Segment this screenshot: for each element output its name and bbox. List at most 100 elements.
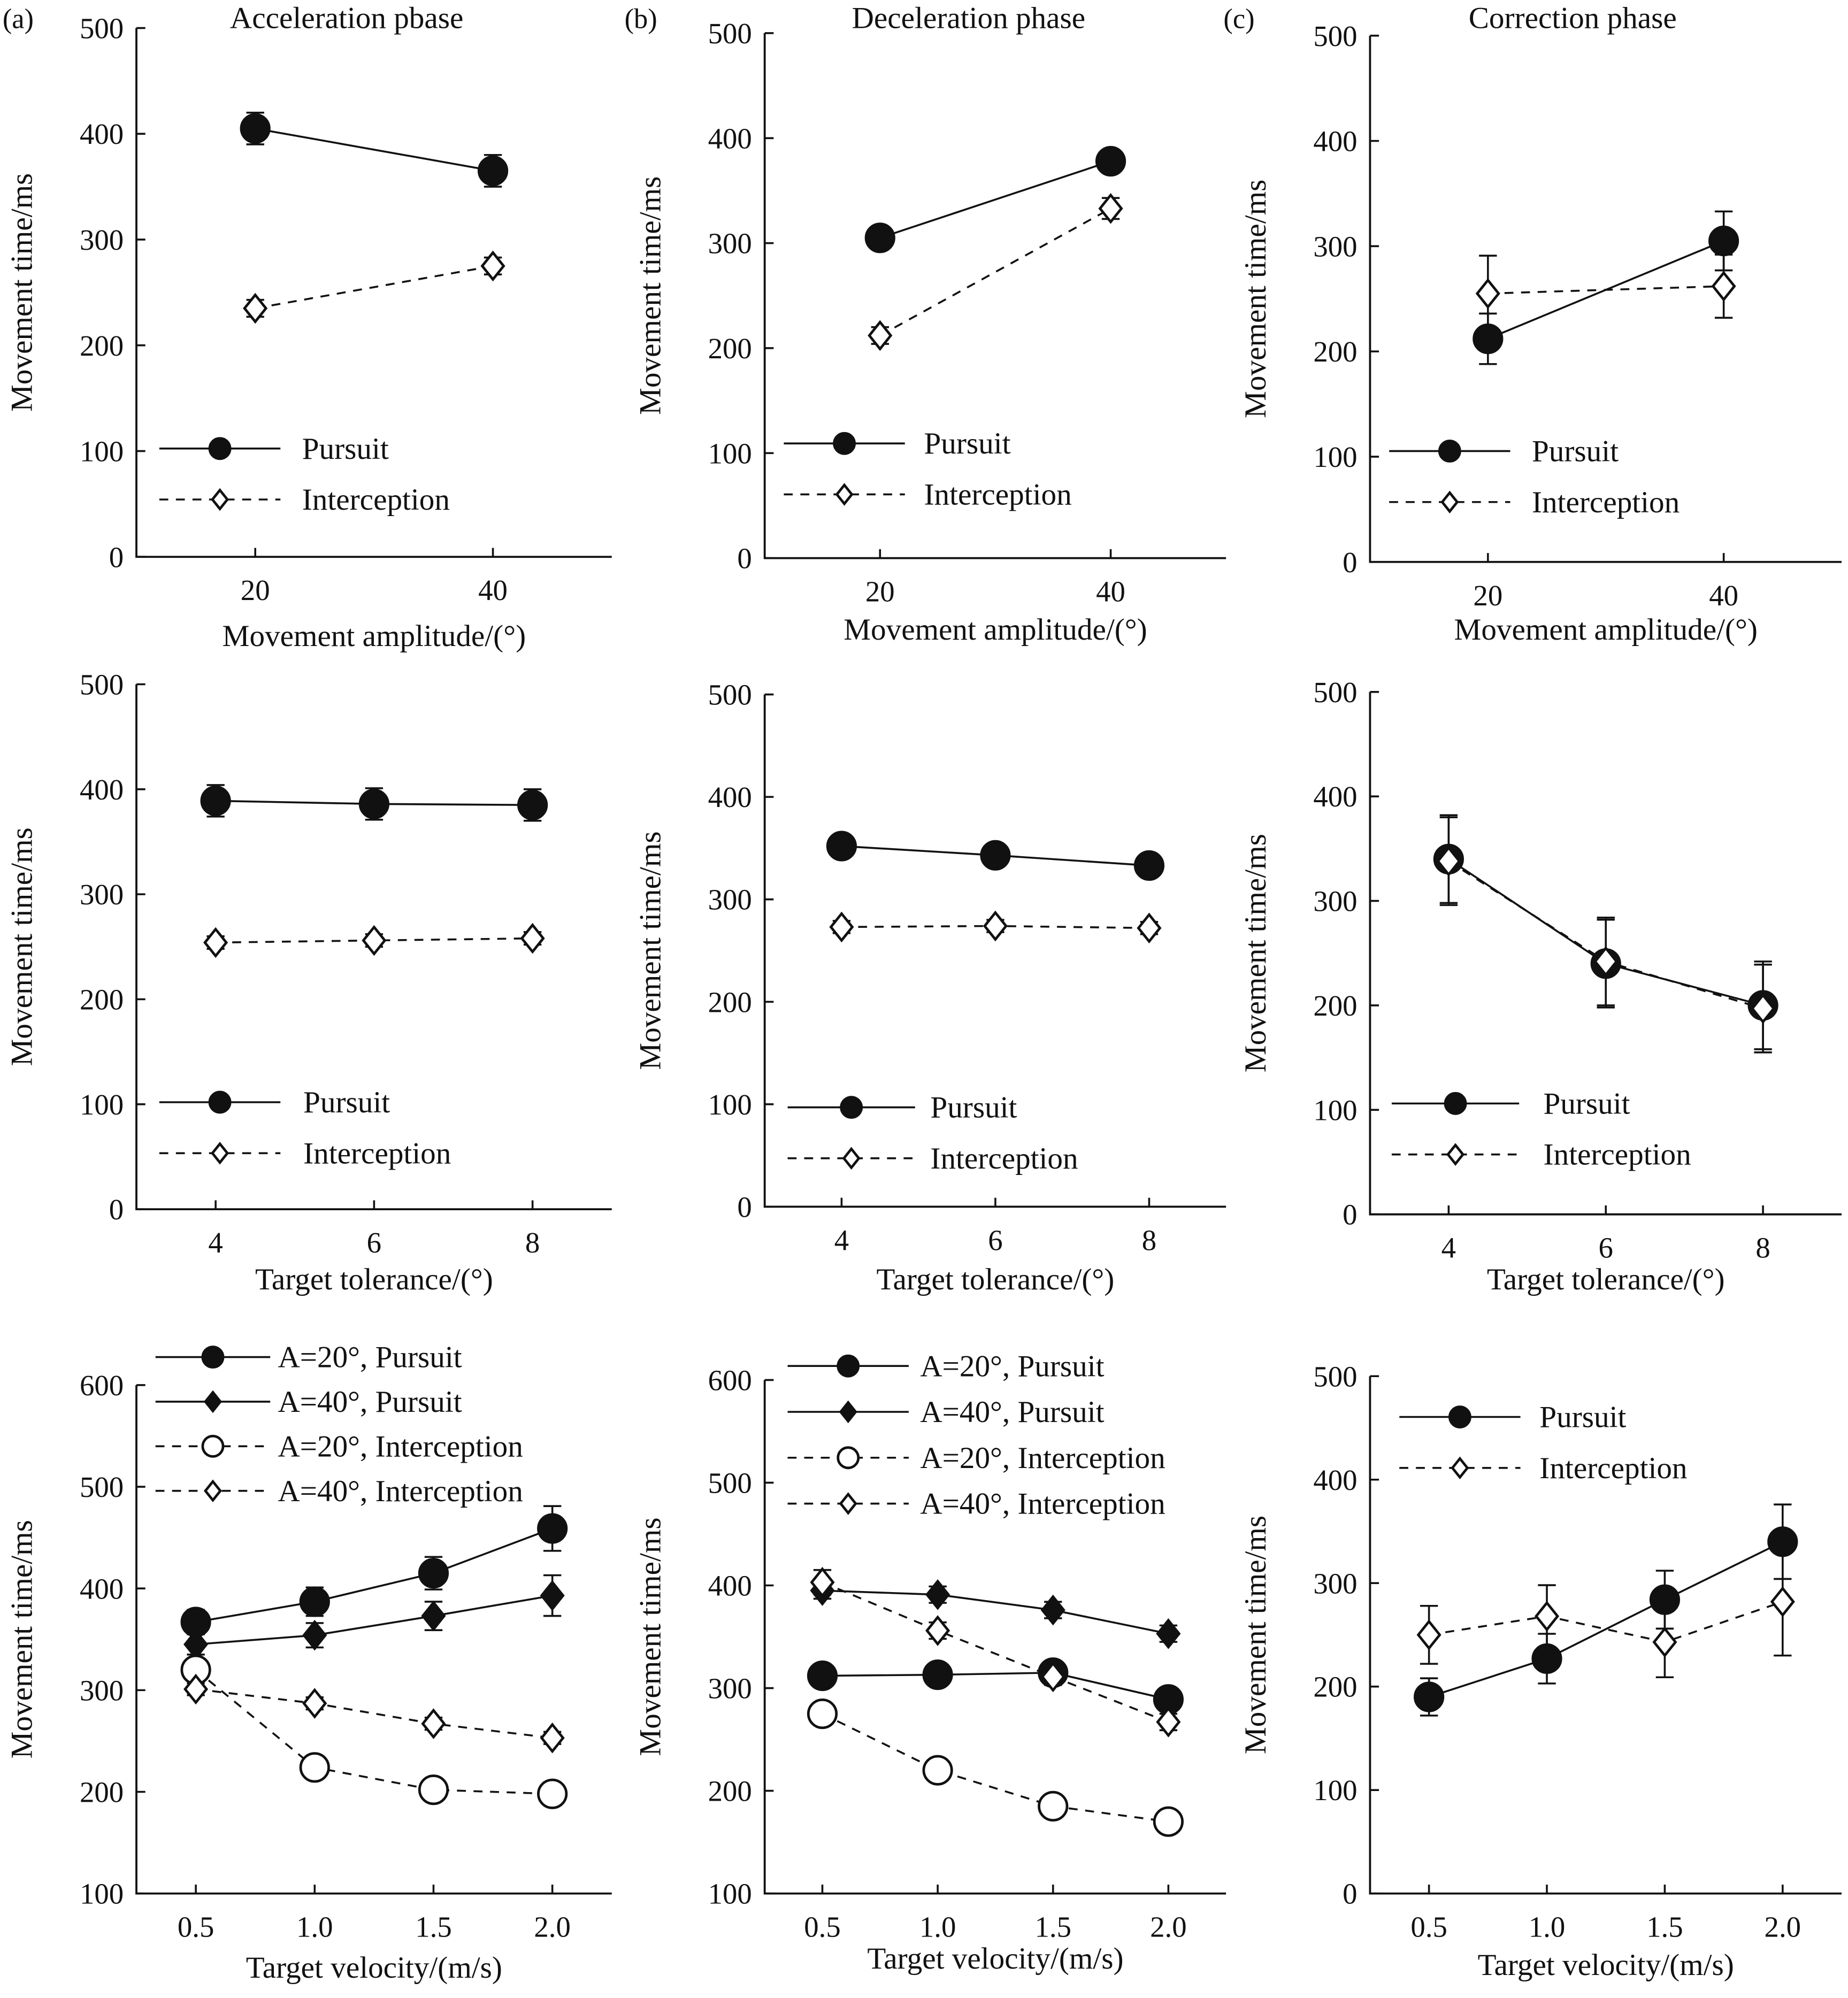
- x-tick-label: 0.5: [178, 1911, 214, 1943]
- y-tick-label: 600: [80, 1369, 124, 1402]
- filled-diamond-marker: [925, 1579, 950, 1610]
- x-tick-label: 1.0: [296, 1911, 333, 1943]
- panel-row3-a: 100 200 300 400 500 600 0.5 1.0 1.5 2.0 Target vel…: [5, 1341, 612, 1985]
- legend-entry: Pursuit: [787, 1091, 1017, 1125]
- y-axis-label: Movement time/ms: [1239, 834, 1272, 1072]
- open-diamond-marker: [1040, 1661, 1065, 1693]
- legend-label: Pursuit: [302, 432, 389, 466]
- open-diamond-marker: [243, 293, 268, 324]
- legend-entry: A=20°, Pursuit: [787, 1349, 1105, 1383]
- filled-diamond-marker: [302, 1619, 327, 1651]
- open-circle-marker: [299, 1752, 330, 1783]
- legend-label: Interception: [930, 1142, 1078, 1175]
- filled-circle-marker: [208, 1090, 232, 1114]
- x-tick-label: 6: [1599, 1232, 1613, 1264]
- open-diamond-marker: [1440, 490, 1459, 514]
- y-tick-label: 500: [1313, 1360, 1357, 1393]
- filled-circle-marker: [922, 1659, 953, 1690]
- y-axis-label: Movement time/ms: [633, 176, 667, 415]
- y-tick-label: 0: [109, 541, 124, 573]
- filled-circle-marker: [833, 432, 856, 455]
- filled-circle-marker: [1448, 1405, 1471, 1428]
- x-tick-label: 20: [241, 574, 270, 606]
- legend-entry: Interception: [787, 1142, 1078, 1175]
- legend-label: A=20°, Pursuit: [278, 1341, 462, 1374]
- x-tick-label: 2.0: [1150, 1911, 1187, 1943]
- legend-entry: Pursuit: [159, 1086, 390, 1119]
- filled-circle-marker: [1708, 225, 1739, 257]
- panel-row1-a: 0 100 200 300 400 500 20 40 Movement amplitude/(…: [5, 12, 612, 653]
- open-diamond-marker: [983, 910, 1008, 942]
- y-tick-label: 100: [708, 437, 752, 470]
- x-tick-label: 8: [1142, 1224, 1156, 1256]
- y-tick-label: 100: [708, 1088, 752, 1121]
- y-tick-label: 400: [1313, 125, 1357, 158]
- y-tick-label: 0: [737, 1190, 752, 1223]
- series-line: [1487, 285, 1724, 295]
- legend-label: Interception: [302, 483, 450, 517]
- legend-entry: Interception: [1389, 486, 1680, 519]
- series-interception: [829, 910, 1162, 944]
- series-line: [195, 1594, 553, 1646]
- legend-label: Pursuit: [930, 1091, 1017, 1125]
- x-tick-label: 4: [1441, 1232, 1456, 1264]
- panel-row3-c: 0 100 200 300 400 500 0.5 1.0 1.5 2.0 Target veloc…: [1239, 1360, 1842, 1982]
- legend-label: Interception: [924, 478, 1072, 512]
- open-diamond-marker: [1751, 993, 1776, 1024]
- series-line: [879, 160, 1111, 239]
- open-diamond-marker: [362, 925, 387, 956]
- open-diamond-marker: [868, 320, 893, 351]
- x-tick-label: 2.0: [1765, 1911, 1801, 1943]
- open-diamond-marker: [1436, 846, 1461, 877]
- y-tick-label: 0: [109, 1193, 124, 1226]
- legend-label: A=20°, Interception: [278, 1430, 523, 1463]
- open-diamond-marker: [421, 1708, 446, 1739]
- open-diamond-marker: [302, 1688, 327, 1719]
- x-tick-label: 20: [1473, 579, 1502, 612]
- y-tick-label: 400: [80, 118, 124, 150]
- legend-label: Pursuit: [1543, 1087, 1630, 1120]
- series-a-20-pursuit: [807, 1657, 1184, 1715]
- legend-entry: Pursuit: [1399, 1401, 1626, 1434]
- open-diamond-marker: [211, 488, 229, 511]
- y-tick-label: 400: [708, 122, 752, 155]
- filled-circle-marker: [1531, 1643, 1562, 1674]
- y-tick-label: 400: [1313, 1464, 1357, 1496]
- y-tick-label: 100: [80, 1878, 124, 1910]
- filled-circle-marker: [807, 1660, 838, 1692]
- panel-row2-b: 0 100 200 300 400 500 4 6 8 Target tolerance/(°) M…: [633, 679, 1226, 1296]
- filled-circle-marker: [864, 222, 895, 253]
- x-axis-label: Target tolerance/(°): [877, 1263, 1115, 1296]
- legend-entry: Interception: [784, 478, 1072, 512]
- legend-entry: Pursuit: [1389, 435, 1619, 468]
- panel-letter-a: (a): [3, 3, 34, 34]
- legend-entry: A=20°, Pursuit: [155, 1341, 462, 1374]
- panel-row2-a: 0 100 200 300 400 500 4 6 8 Target tolerance/(°) M…: [5, 668, 612, 1296]
- y-tick-label: 200: [1313, 335, 1357, 368]
- x-tick-label: 6: [988, 1224, 1002, 1256]
- x-tick-label: 40: [478, 574, 508, 606]
- y-tick-label: 300: [1313, 885, 1357, 918]
- y-tick-label: 500: [708, 17, 752, 50]
- y-tick-label: 200: [708, 1775, 752, 1808]
- x-axis-label: Movement amplitude/(°): [1454, 613, 1757, 647]
- legend-label: Pursuit: [303, 1086, 390, 1119]
- filled-circle-marker: [418, 1558, 449, 1589]
- x-tick-label: 40: [1096, 575, 1125, 608]
- open-diamond-marker: [183, 1673, 209, 1705]
- legend-entry: Interception: [159, 483, 450, 517]
- open-diamond-marker: [1711, 271, 1736, 302]
- series-line: [216, 937, 533, 944]
- open-diamond-marker: [1098, 193, 1123, 224]
- y-tick-label: 0: [1343, 546, 1357, 579]
- series-line: [822, 1712, 1169, 1823]
- x-axis-label: Movement amplitude/(°): [223, 619, 526, 653]
- x-axis-label: Movement amplitude/(°): [844, 613, 1147, 647]
- y-tick-label: 400: [80, 1572, 124, 1605]
- x-tick-label: 0.5: [804, 1911, 841, 1943]
- series-interception: [1436, 816, 1776, 1054]
- y-tick-label: 200: [708, 986, 752, 1018]
- y-axis-label: Movement time/ms: [633, 1517, 667, 1756]
